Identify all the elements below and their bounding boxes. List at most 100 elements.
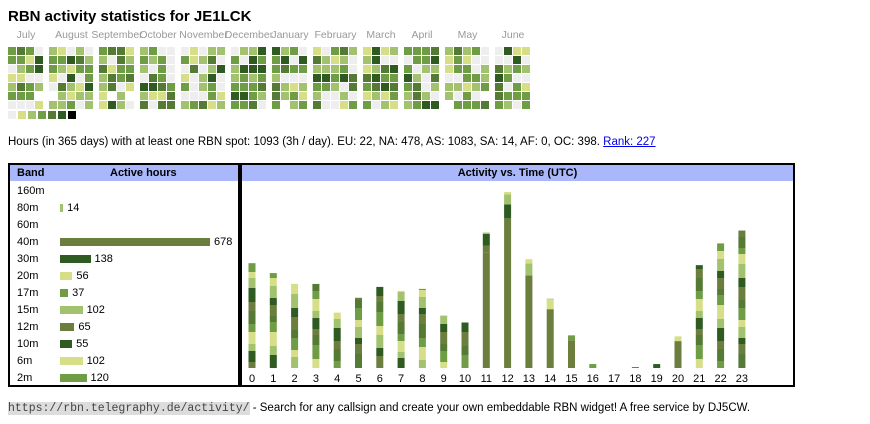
band-row: 10m 55: [10, 336, 238, 353]
month-label: December: [225, 29, 274, 41]
hour-bar: [248, 263, 256, 368]
heatmap-cell: [454, 47, 462, 55]
heatmap-cell: [108, 65, 116, 73]
hour-bar: [504, 191, 512, 368]
hour-bar-segment: [674, 336, 682, 342]
heatmap-cell: [117, 47, 125, 55]
heatmap-cell: [413, 92, 421, 100]
heatmap-cell: [126, 101, 134, 109]
heatmap-cell: [8, 92, 16, 100]
heatmap-cell: [149, 56, 157, 64]
footer: https://rbn.telegraphy.de/activity/ - Se…: [8, 402, 750, 415]
heatmap-cell: [117, 65, 125, 73]
month-label: July: [17, 29, 36, 41]
legend-swatch: [38, 111, 46, 119]
heatmap-cell: [108, 47, 116, 55]
heatmap-cell: [158, 47, 166, 55]
heatmap-cell: [522, 101, 530, 109]
heatmap-cell: [331, 83, 339, 91]
heatmap-cell: [58, 65, 66, 73]
legend-swatch: [58, 111, 66, 119]
hour-bar-segment: [461, 322, 469, 332]
heatmap-cell: [272, 101, 280, 109]
hour-bar-segment: [461, 355, 469, 368]
heatmap-cell: [67, 74, 75, 82]
heatmap-cell: [431, 83, 439, 91]
heatmap-cell: [58, 56, 66, 64]
heatmap-cell: [513, 83, 521, 91]
heatmap-cell: [322, 101, 330, 109]
hour-bar-segment: [440, 351, 448, 362]
hour-bar: [397, 290, 405, 368]
heatmap-cell: [167, 83, 175, 91]
heatmap-cell: [217, 47, 225, 55]
heatmap-cell: [331, 101, 339, 109]
heatmap-cell: [363, 101, 371, 109]
heatmap-cell: [481, 65, 489, 73]
heatmap-cell: [167, 74, 175, 82]
heatmap-cell: [126, 56, 134, 64]
hour-bar-segment: [333, 341, 341, 349]
heatmap-cell: [290, 47, 298, 55]
hour-bar-segment: [376, 302, 384, 312]
hour-bar-segment: [482, 233, 490, 246]
heatmap-cell: [8, 56, 16, 64]
band-hours-bar: [60, 255, 91, 263]
rank-link[interactable]: Rank: 227: [603, 136, 656, 148]
heatmap-cell: [504, 101, 512, 109]
heatmap-cell: [522, 92, 530, 100]
hour-bar-segment: [291, 338, 299, 350]
hour-bar-segment: [269, 316, 277, 322]
hour-bar: [461, 322, 469, 368]
hour-bar-segment: [397, 352, 405, 358]
heatmap-cell: [26, 56, 34, 64]
heatmap-cell: [17, 83, 25, 91]
heatmap-cell: [217, 65, 225, 73]
hour-tick-label: 0: [249, 373, 255, 385]
heatmap-cell: [167, 47, 175, 55]
band-hours-bar: [60, 374, 87, 382]
heatmap-cell: [272, 47, 280, 55]
heatmap-cell: [472, 47, 480, 55]
hour-bar-segment: [376, 348, 384, 356]
heatmap-cell: [140, 101, 148, 109]
heatmap-cell: [217, 101, 225, 109]
heatmap-cell: [208, 65, 216, 73]
hour-bar-segment: [738, 300, 746, 308]
hour-bar-segment: [525, 263, 533, 276]
heatmap-cell: [463, 65, 471, 73]
heatmap-cell: [67, 65, 75, 73]
hour-bar-segment: [695, 359, 703, 368]
heatmap-cell: [372, 56, 380, 64]
footer-url[interactable]: https://rbn.telegraphy.de/activity/: [8, 402, 250, 415]
heatmap-cell: [140, 47, 148, 55]
heatmap-cell: [290, 92, 298, 100]
heatmap-cell: [67, 92, 75, 100]
hour-bar-segment: [355, 297, 362, 300]
heatmap-cell: [108, 56, 116, 64]
heatmap-cell: [513, 74, 521, 82]
hour-bar-segment: [738, 354, 746, 368]
heatmap-cell: [99, 56, 107, 64]
heatmap-cell: [76, 101, 84, 109]
heatmap-cell: [363, 74, 371, 82]
heatmap-cell: [522, 74, 530, 82]
heatmap-cell: [463, 56, 471, 64]
heatmap-cell: [240, 92, 248, 100]
heatmap-cell: [158, 56, 166, 64]
heatmap-cell: [281, 83, 289, 91]
heatmap-cell: [49, 47, 57, 55]
band-row: 80m 14: [10, 200, 238, 217]
heatmap-cell: [76, 47, 84, 55]
hour-bar-segment: [695, 335, 703, 345]
band-name: 60m: [17, 219, 39, 231]
heatmap-cell: [381, 74, 389, 82]
hour-tick-label: 22: [714, 373, 726, 385]
hour-tick-label: 4: [334, 373, 340, 385]
heatmap-cell: [372, 83, 380, 91]
heatmap-cell: [472, 92, 480, 100]
heatmap-cell: [208, 83, 216, 91]
heatmap-cell: [322, 74, 330, 82]
hour-bar-segment: [440, 332, 448, 344]
hour-bar-segment: [695, 311, 703, 318]
